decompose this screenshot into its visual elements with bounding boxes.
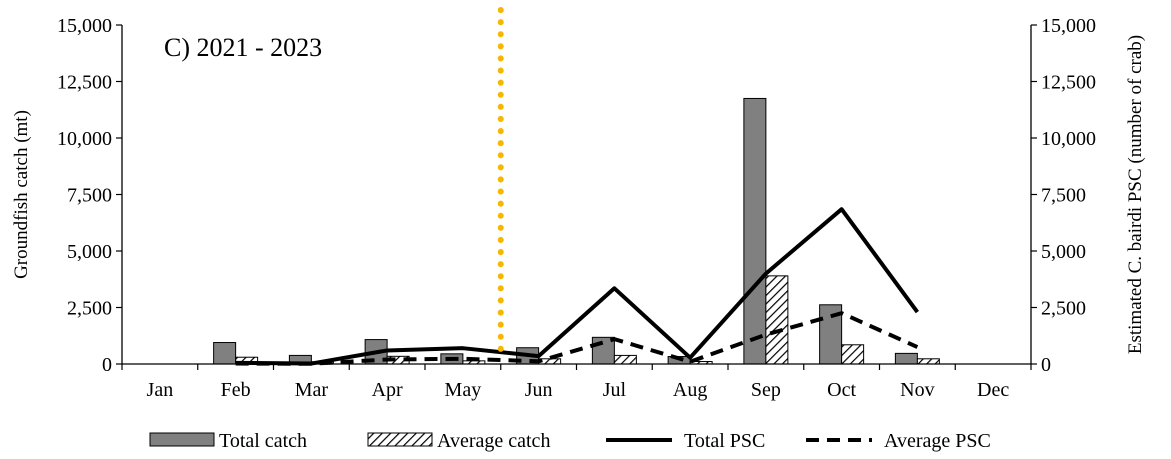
bar-total-catch-sep [743,97,767,365]
y-tick-label-right: 12,500 [1041,72,1096,94]
legend-label-total-catch: Total catch [219,430,307,452]
bar-average-catch-sep [765,275,789,365]
line-layer [235,207,919,366]
x-tick-label-oct: Oct [827,379,856,401]
x-tick-label-nov: Nov [900,379,934,401]
y-tick-label-right: 2,500 [1041,298,1086,320]
bar-average-catch-jul [613,354,637,365]
axes-layer [116,24,1037,370]
x-tick-label-dec: Dec [977,379,1009,401]
legend-swatch-total-catch [149,432,215,447]
x-tick-label-aug: Aug [673,379,707,401]
x-tick-label-feb: Feb [221,379,251,401]
legend-label-average-catch: Average catch [437,430,550,452]
y-tick-label-left: 15,000 [57,15,112,37]
y-axis-label-left: Groundfish catch (mt) [11,110,32,279]
y-tick-label-left: 7,500 [67,185,112,207]
y-tick-label-left: 0 [102,354,112,376]
legend: Total catch Average catch Total PSC Average… [149,430,991,452]
y-tick-label-right: 15,000 [1041,15,1096,37]
bar-total-catch-feb [213,342,237,365]
x-tick-label-may: May [445,379,482,401]
y-tick-label-right: 5,000 [1041,241,1086,263]
x-tick-label-jun: Jun [525,379,553,401]
x-tick-label-apr: Apr [372,379,403,401]
legend-label-total-psc: Total PSC [684,430,765,452]
legend-swatch-average-catch [367,432,433,447]
y-tick-label-right: 10,000 [1041,128,1096,150]
y-axis-label-right: Estimated C. bairdi PSC (number of crab) [1125,35,1146,354]
x-tick-label-mar: Mar [295,379,329,401]
x-tick-label-sep: Sep [751,379,781,401]
y-tick-label-right: 0 [1041,354,1051,376]
bar-average-catch-oct [841,344,865,365]
y-tick-label-right: 7,500 [1041,185,1086,207]
x-tick-label-jan: Jan [147,379,174,401]
line-average-psc [235,311,919,366]
y-tick-label-left: 2,500 [67,298,112,320]
legend-label-average-psc: Average PSC [884,430,991,452]
line-total-psc [235,207,919,366]
chart-title: C) 2021 - 2023 [164,33,322,62]
x-tick-label-jul: Jul [603,379,627,401]
bar-average-catch-nov [916,358,940,365]
y-tick-label-left: 5,000 [67,241,112,263]
text-layer: 0 0 2,500 2,500 5,000 5,000 7,500 7,500 10,000 10… [11,15,1146,401]
y-tick-label-left: 10,000 [57,128,112,150]
bar-total-catch-nov [894,352,918,365]
y-tick-label-left: 12,500 [57,72,112,94]
